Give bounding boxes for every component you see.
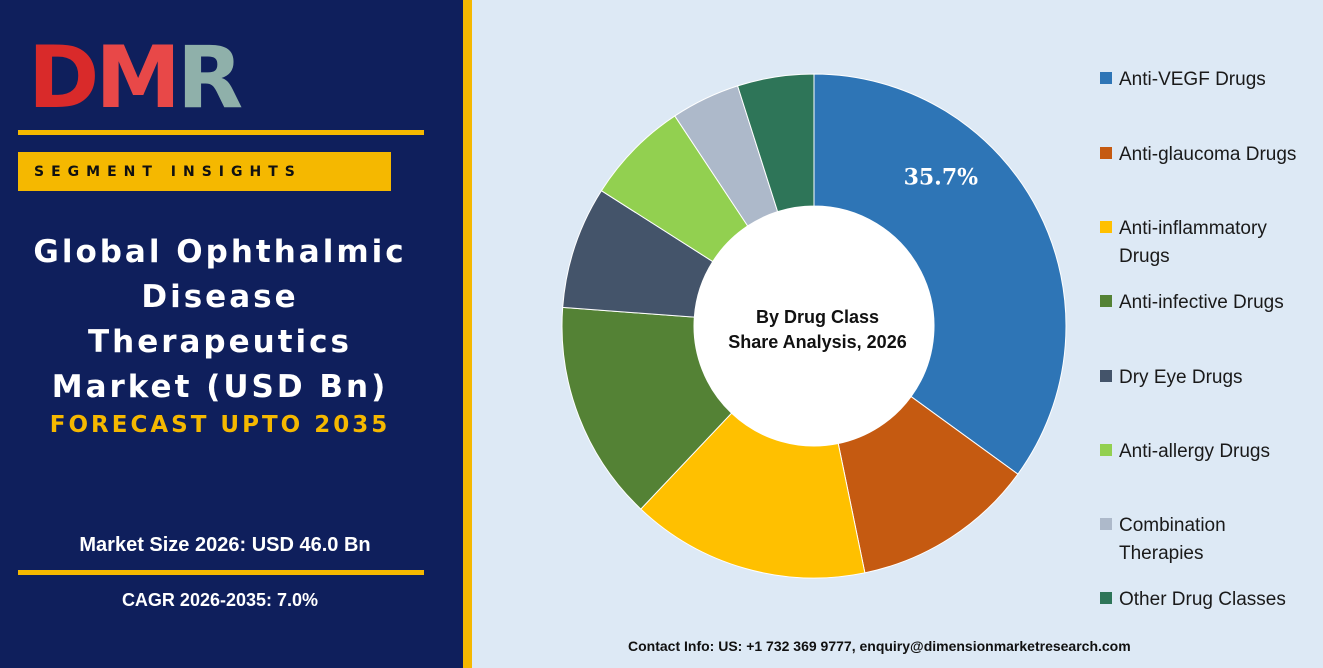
legend-swatch xyxy=(1100,518,1112,530)
legend-item: Anti-infective Drugs xyxy=(1100,289,1309,317)
logo-letter-r: R xyxy=(176,28,243,128)
data-label: 35.7% xyxy=(904,165,979,191)
left-panel xyxy=(0,0,463,668)
panel-divider xyxy=(463,0,472,668)
legend-label: Dry Eye Drugs xyxy=(1119,367,1243,388)
middle-divider xyxy=(18,570,424,575)
legend-swatch xyxy=(1100,370,1112,382)
legend-item: Anti-glaucoma Drugs xyxy=(1100,141,1309,169)
forecast-label: FORECAST UPTO 2035 xyxy=(49,412,391,438)
segment-insights-badge: SEGMENT INSIGHTS xyxy=(18,152,391,191)
legend-swatch xyxy=(1100,295,1112,307)
legend-label: Other Drug Classes xyxy=(1119,589,1286,610)
logo-letter-m: M xyxy=(95,28,181,128)
report-title: Global Ophthalmic Disease Therapeutics M… xyxy=(0,230,440,410)
top-divider xyxy=(18,130,424,135)
center-label-line: Share Analysis, 2026 xyxy=(728,332,907,352)
legend-item: Other Drug Classes xyxy=(1100,586,1309,614)
legend-swatch xyxy=(1100,221,1112,233)
legend-item: Anti-allergy Drugs xyxy=(1100,438,1309,466)
market-size: Market Size 2026: USD 46.0 Bn xyxy=(79,534,371,556)
cagr: CAGR 2026-2035: 7.0% xyxy=(121,590,319,610)
legend-label: Anti-VEGF Drugs xyxy=(1119,69,1266,90)
legend-label: Anti-inflammatory Drugs xyxy=(1119,218,1267,267)
donut-chart: 35.7% xyxy=(561,73,1067,579)
legend-item: Dry Eye Drugs xyxy=(1100,364,1309,392)
legend-item: Anti-VEGF Drugs xyxy=(1100,66,1309,94)
contact-info: Contact Info: US: +1 732 369 9777, enqui… xyxy=(628,638,1131,654)
legend-swatch xyxy=(1100,72,1112,84)
chart-center-label: By Drug Class Share Analysis, 2026 xyxy=(700,305,935,355)
legend-label: Combination Therapies xyxy=(1119,515,1226,564)
title-line: Therapeutics xyxy=(87,324,352,360)
title-line: Market (USD Bn) xyxy=(51,369,389,405)
logo-letter-d: D xyxy=(28,28,99,128)
title-line: Global Ophthalmic xyxy=(33,234,407,270)
legend-item: Anti-inflammatory Drugs xyxy=(1100,215,1309,271)
center-label-line: By Drug Class xyxy=(755,307,880,327)
title-line: Disease xyxy=(141,279,299,315)
legend-item: Combination Therapies xyxy=(1100,512,1309,568)
legend-label: Anti-infective Drugs xyxy=(1119,292,1284,313)
dmr-logo: D M R xyxy=(28,28,243,128)
legend-swatch xyxy=(1100,592,1112,604)
legend-label: Anti-glaucoma Drugs xyxy=(1119,144,1297,165)
legend-swatch xyxy=(1100,444,1112,456)
legend-swatch xyxy=(1100,147,1112,159)
legend-label: Anti-allergy Drugs xyxy=(1119,441,1270,462)
donut-hole xyxy=(694,206,934,446)
